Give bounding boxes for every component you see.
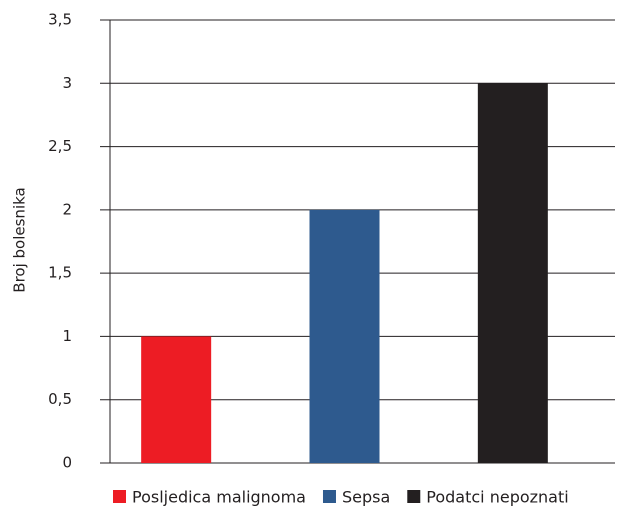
bar	[141, 336, 212, 463]
y-tick-label: 0,5	[48, 390, 72, 408]
legend-label: Sepsa	[342, 488, 390, 507]
y-tick-label: 2	[62, 200, 72, 218]
y-tick-label: 1	[62, 327, 72, 345]
legend-label: Posljedica malignoma	[132, 488, 306, 507]
legend-swatch	[113, 490, 126, 503]
legend-label: Podatci nepoznati	[426, 488, 568, 507]
y-tick-label: 2,5	[48, 137, 72, 155]
legend-swatch	[322, 490, 336, 503]
y-tick-label: 3,5	[48, 11, 72, 29]
bar	[477, 83, 548, 464]
y-tick-label: 0	[62, 454, 72, 472]
y-tick-label: 1,5	[48, 264, 72, 282]
y-axis-label: Broj bolesnika	[11, 187, 29, 292]
bar	[309, 209, 380, 463]
y-tick-label: 3	[62, 74, 72, 92]
legend-swatch	[407, 490, 421, 503]
